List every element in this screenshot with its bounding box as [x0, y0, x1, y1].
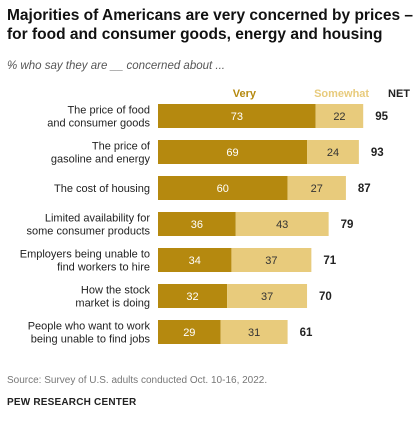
bar-very: [158, 320, 221, 344]
chart-title: Majorities of Americans are very concern…: [7, 7, 414, 43]
chart-subtitle: % who say they are __ concerned about ..…: [7, 60, 225, 72]
bar-very: [158, 248, 232, 272]
data-label-somewhat: 27: [311, 183, 323, 195]
net-value: 79: [341, 219, 354, 231]
data-label-very: 34: [189, 255, 201, 267]
category-label: and consumer goods: [47, 118, 150, 130]
net-value: 87: [358, 183, 371, 195]
net-value: 71: [323, 255, 336, 267]
data-label-somewhat: 37: [265, 255, 277, 267]
data-label-very: 29: [183, 327, 195, 339]
legend-somewhat: Somewhat: [314, 88, 369, 100]
source-note: Source: Survey of U.S. adults conducted …: [7, 375, 268, 386]
bar-somewhat: [231, 248, 312, 272]
data-label-somewhat: 24: [327, 147, 339, 159]
net-value: 95: [375, 111, 388, 123]
brand-footer: PEW RESEARCH CENTER: [7, 397, 137, 408]
legend-net: NET: [388, 88, 410, 100]
category-label: Limited availability for: [45, 213, 150, 225]
data-label-somewhat: 31: [248, 327, 260, 339]
net-value: 70: [319, 291, 332, 303]
data-label-very: 69: [226, 147, 238, 159]
bar-very: [158, 104, 316, 128]
bar-somewhat: [315, 104, 364, 128]
net-value: 61: [300, 327, 313, 339]
data-label-very: 60: [217, 183, 229, 195]
data-label-very: 36: [191, 219, 203, 231]
category-label: How the stock: [81, 285, 151, 297]
net-value: 93: [371, 147, 384, 159]
category-label: The cost of housing: [54, 183, 150, 195]
category-label: find workers to hire: [57, 262, 150, 274]
bar-very: [158, 284, 228, 308]
bar-somewhat: [235, 212, 329, 236]
bar-somewhat: [220, 320, 288, 344]
bar-somewhat: [227, 284, 308, 308]
bar-somewhat: [307, 140, 359, 164]
legend-very: Very: [233, 88, 257, 100]
data-label-somewhat: 43: [276, 219, 288, 231]
data-label-very: 32: [186, 291, 198, 303]
bar-very: [158, 212, 236, 236]
bar-very: [158, 176, 288, 200]
category-label: The price of: [92, 141, 151, 153]
bar-very: [158, 140, 308, 164]
data-label-somewhat: 22: [333, 111, 345, 123]
category-label: market is doing: [75, 298, 150, 310]
category-label: some consumer products: [27, 226, 151, 238]
category-label: being unable to find jobs: [31, 334, 151, 346]
category-label: The price of food: [67, 105, 150, 117]
category-label: gasoline and energy: [51, 154, 151, 166]
category-label: Employers being unable to: [20, 249, 150, 261]
data-label-very: 73: [231, 111, 243, 123]
category-label: People who want to work: [28, 321, 151, 333]
bar-somewhat: [287, 176, 346, 200]
data-label-somewhat: 37: [261, 291, 273, 303]
